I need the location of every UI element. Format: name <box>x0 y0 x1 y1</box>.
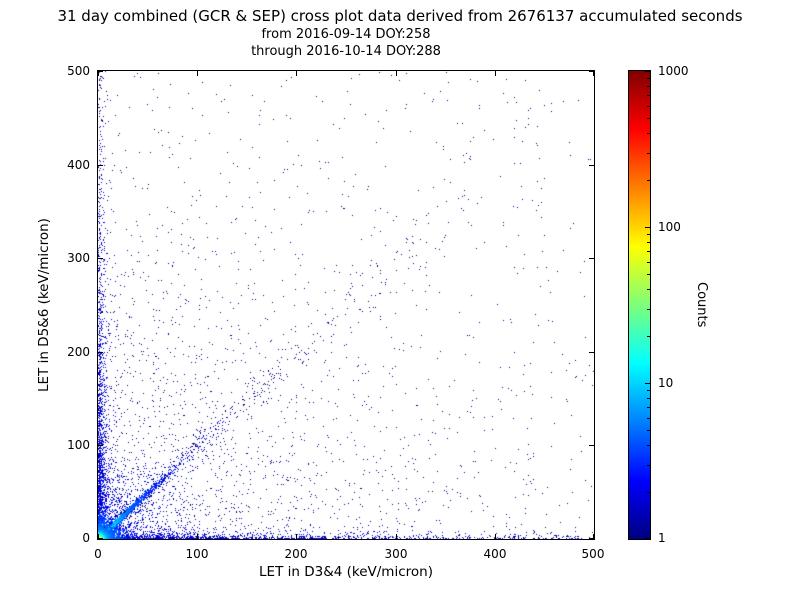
tick-mark <box>647 133 650 134</box>
y-tick-label: 0 <box>82 531 90 545</box>
tick-mark <box>647 95 650 96</box>
tick-mark <box>647 78 650 79</box>
tick-mark <box>647 180 650 181</box>
tick-mark <box>98 534 99 539</box>
tick-mark <box>296 71 297 76</box>
figure-title: 31 day combined (GCR & SEP) cross plot d… <box>57 7 743 25</box>
tick-mark <box>647 262 650 263</box>
tick-mark <box>647 465 650 466</box>
tick-mark <box>396 71 397 76</box>
tick-mark <box>647 407 650 408</box>
x-tick-label: 100 <box>185 547 209 561</box>
colorbar <box>628 70 651 540</box>
tick-mark <box>647 445 650 446</box>
tick-mark <box>589 538 594 539</box>
tick-mark <box>647 251 650 252</box>
tick-mark <box>647 418 650 419</box>
colorbar-label: Counts <box>694 282 709 328</box>
axes-title-from: from 2016-09-14 DOY:258 <box>261 27 431 42</box>
tick-mark <box>98 258 103 259</box>
tick-mark <box>589 352 594 353</box>
tick-mark <box>495 71 496 76</box>
tick-mark <box>197 71 198 76</box>
y-tick-label: 200 <box>67 345 90 359</box>
x-tick-label: 0 <box>94 547 102 561</box>
y-tick-label: 300 <box>67 251 90 265</box>
tick-mark <box>98 71 99 76</box>
tick-mark <box>647 289 650 290</box>
tick-mark <box>647 398 650 399</box>
y-tick-label: 500 <box>67 64 90 78</box>
tick-mark <box>647 118 650 119</box>
tick-mark <box>593 534 594 539</box>
tick-mark <box>593 71 594 76</box>
y-tick-label: 100 <box>67 438 90 452</box>
tick-mark <box>589 258 594 259</box>
y-axis-label: LET in D5&6 (keV/micron) <box>36 218 52 392</box>
tick-mark <box>296 534 297 539</box>
scatter-canvas <box>98 71 594 539</box>
tick-mark <box>98 165 103 166</box>
x-tick-label: 400 <box>483 547 507 561</box>
tick-mark <box>647 492 650 493</box>
colorbar-tick-label: 1000 <box>658 64 689 78</box>
tick-mark <box>647 274 650 275</box>
tick-mark <box>589 445 594 446</box>
tick-mark <box>98 71 103 72</box>
tick-mark <box>647 86 650 87</box>
tick-mark <box>647 242 650 243</box>
tick-mark <box>197 534 198 539</box>
tick-mark <box>647 430 650 431</box>
tick-mark <box>647 234 650 235</box>
tick-mark <box>647 309 650 310</box>
tick-mark <box>98 538 103 539</box>
tick-mark <box>589 71 594 72</box>
x-tick-label: 300 <box>384 547 408 561</box>
tick-mark <box>645 227 650 228</box>
axes-title-through: through 2016-10-14 DOY:288 <box>251 44 441 59</box>
colorbar-tick-label: 100 <box>658 220 681 234</box>
plot-area <box>97 70 595 540</box>
x-axis-label: LET in D3&4 (keV/micron) <box>259 564 433 580</box>
tick-mark <box>645 538 650 539</box>
x-tick-label: 500 <box>581 547 605 561</box>
tick-mark <box>396 534 397 539</box>
y-tick-label: 400 <box>67 158 90 172</box>
x-tick-label: 200 <box>284 547 308 561</box>
tick-mark <box>495 534 496 539</box>
tick-mark <box>645 71 650 72</box>
tick-mark <box>647 390 650 391</box>
tick-mark <box>98 445 103 446</box>
tick-mark <box>589 165 594 166</box>
colorbar-tick-label: 10 <box>658 376 674 390</box>
tick-mark <box>647 153 650 154</box>
tick-mark <box>647 106 650 107</box>
tick-mark <box>645 383 650 384</box>
colorbar-tick-label: 1 <box>658 531 666 545</box>
tick-mark <box>647 336 650 337</box>
tick-mark <box>98 352 103 353</box>
